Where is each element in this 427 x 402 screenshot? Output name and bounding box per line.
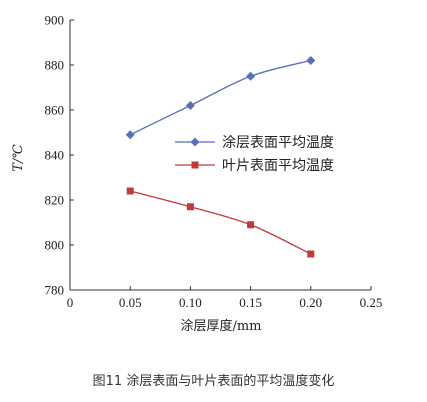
series-layer	[125, 56, 316, 258]
x-axis-label: 涂层厚度/mm	[180, 318, 261, 334]
figure-caption: 图11 涂层表面与叶片表面的平均温度变化	[92, 374, 335, 389]
x-tick-label: 0.05	[119, 295, 142, 310]
legend-label: 叶片表面平均温度	[222, 158, 334, 174]
y-tick-label: 900	[45, 13, 65, 28]
legend-item-2: 叶片表面平均温度	[175, 158, 334, 174]
y-tick-label: 800	[45, 238, 65, 253]
data-point	[185, 101, 195, 110]
data-point	[306, 56, 316, 65]
legend-marker	[191, 161, 199, 169]
x-tick-label: 0.25	[360, 295, 383, 310]
y-tick-label: 860	[45, 103, 65, 118]
x-tick-label: 0.20	[299, 295, 322, 310]
data-point	[126, 187, 134, 195]
data-point	[186, 203, 194, 211]
y-tick-label: 820	[45, 193, 65, 208]
y-tick-label: 780	[45, 283, 65, 298]
plot-area	[69, 20, 371, 291]
series-1	[125, 56, 316, 140]
data-point	[125, 130, 135, 140]
x-tick-label: 0.10	[179, 295, 202, 310]
data-point	[246, 71, 256, 81]
series-line	[129, 59, 311, 136]
x-tick-label: 0	[67, 295, 74, 310]
y-tick-label: 840	[45, 148, 65, 163]
series-2	[126, 187, 315, 258]
y-axis: 780 800 820 840 860 880 900	[45, 13, 74, 298]
series-line	[130, 190, 312, 255]
data-point	[247, 221, 255, 229]
legend-label: 涂层表面平均温度	[222, 135, 334, 151]
legend-item-1: 涂层表面平均温度	[175, 135, 334, 151]
y-tick-label: 880	[45, 58, 65, 73]
x-tick-label: 0.15	[239, 295, 262, 310]
y-axis-label: T/℃	[11, 144, 26, 172]
data-point	[307, 250, 315, 258]
x-axis: 0 0.05 0.10 0.15 0.20 0.25	[67, 286, 383, 310]
legend-marker	[190, 137, 200, 147]
